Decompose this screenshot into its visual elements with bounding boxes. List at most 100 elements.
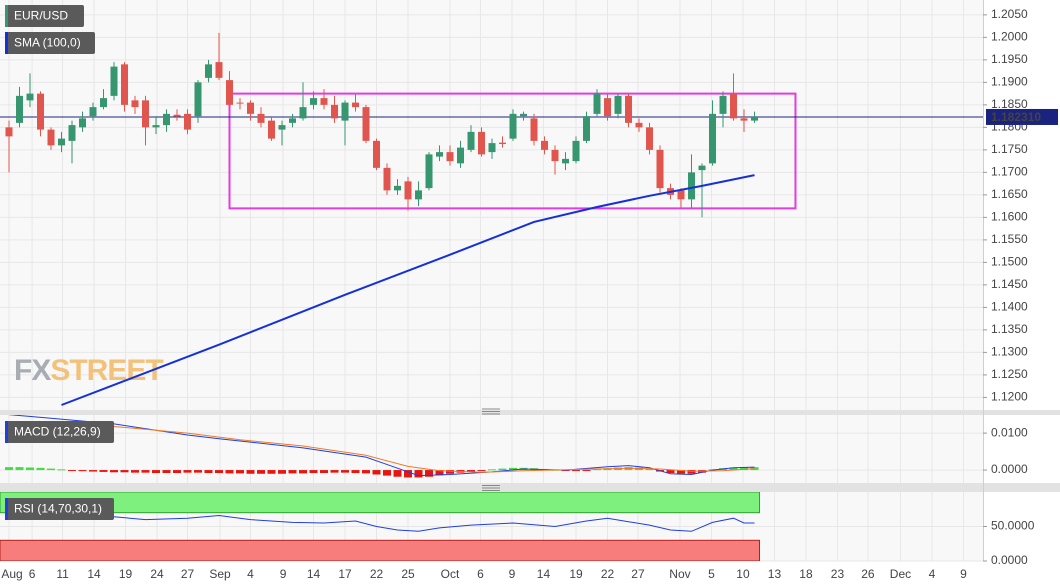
candle-body (68, 125, 76, 141)
histogram-bar (25, 467, 34, 471)
candle-body (268, 120, 276, 139)
candle-body (740, 118, 748, 121)
legend-swatch (5, 498, 8, 520)
legend-box[interactable] (5, 5, 84, 27)
x-tick-label: 27 (181, 567, 195, 581)
y-tick-label: 1.1700 (991, 165, 1028, 179)
resize-grip[interactable] (482, 485, 500, 491)
histogram-bar (299, 470, 308, 474)
legend-label: EUR/USD (14, 9, 68, 23)
histogram-bar (404, 470, 413, 478)
histogram-bar (215, 470, 224, 474)
y-tick-label: 1.2050 (991, 7, 1028, 21)
x-tick-label: 6 (477, 567, 484, 581)
candle-body (404, 181, 412, 200)
candle-body (236, 102, 244, 104)
candle-body (163, 113, 171, 126)
macd-line (8, 422, 755, 473)
legend-box[interactable] (5, 498, 114, 520)
candle-body (173, 114, 181, 117)
candle-body (698, 165, 706, 171)
candle-body (79, 118, 87, 128)
histogram-bar (362, 470, 371, 474)
macd-pane (0, 415, 983, 483)
rsi-zone (0, 539, 761, 561)
y-tick-label: 50.0000 (991, 519, 1035, 533)
histogram-bar (173, 470, 182, 474)
candle-body (509, 113, 517, 139)
candle-body (562, 158, 570, 164)
x-tick-label: Dec (890, 567, 911, 581)
histogram-bar (383, 470, 392, 476)
histogram-bar (351, 470, 360, 474)
candle-body (688, 172, 696, 200)
x-tick-label: 9 (280, 567, 287, 581)
y-tick-label: 1.1850 (991, 97, 1028, 111)
candle-body (709, 113, 717, 164)
candle-body (572, 140, 580, 162)
candle-body (604, 98, 612, 117)
histogram-bar (68, 470, 77, 472)
histogram-bar (89, 470, 98, 472)
y-tick-label: 1.1550 (991, 232, 1028, 246)
x-tick-label: 24 (150, 567, 164, 581)
y-tick-label: 0.0000 (991, 462, 1028, 476)
x-tick-label: 25 (401, 567, 415, 581)
candle-body (247, 102, 255, 114)
candle-body (488, 143, 496, 153)
last-price-label: 1.182310 (991, 110, 1041, 124)
histogram-bar (162, 470, 171, 474)
x-tick-label: Nov (669, 567, 690, 581)
resize-grip[interactable] (482, 408, 500, 415)
candle-body (730, 93, 738, 119)
candle-body (194, 82, 202, 117)
x-tick-label: 17 (338, 567, 352, 581)
candle-body (131, 100, 139, 108)
candle-body (467, 131, 475, 150)
histogram-bar (740, 467, 749, 471)
y-tick-label: 1.1250 (991, 367, 1028, 381)
x-tick-label: 14 (307, 567, 321, 581)
y-tick-label: 1.1200 (991, 390, 1028, 404)
y-tick-label: 1.2000 (991, 30, 1028, 44)
candle-body (551, 149, 559, 162)
candle-body (625, 95, 633, 123)
y-tick-label: 0.0000 (991, 553, 1028, 567)
legend-label: RSI (14,70,30,1) (14, 502, 102, 516)
x-tick-label: Sep (209, 567, 231, 581)
candle-body (394, 185, 402, 191)
histogram-bar (729, 467, 738, 471)
x-tick-label: 4 (247, 567, 254, 581)
histogram-bar (341, 470, 350, 473)
histogram-bar (204, 470, 213, 474)
histogram-bar (509, 467, 518, 471)
candle-body (341, 102, 349, 121)
candle-body (142, 100, 150, 128)
y-tick-label: 1.1950 (991, 52, 1028, 66)
legend-box[interactable] (5, 32, 95, 54)
candle-body (110, 66, 118, 96)
candle-body (5, 127, 13, 137)
y-tick-label: 1.1300 (991, 345, 1028, 359)
legend-label: SMA (100,0) (14, 36, 81, 50)
candle-body (121, 64, 129, 105)
price-marks (0, 32, 983, 406)
candle-body (478, 131, 486, 155)
x-tick-label: 23 (831, 567, 845, 581)
histogram-bar (15, 467, 24, 471)
candle-body (205, 64, 213, 78)
histogram-bar (46, 468, 55, 471)
x-tick-label: 13 (768, 567, 782, 581)
histogram-bar (99, 470, 108, 472)
histogram-bar (267, 470, 276, 474)
histogram-bar (330, 470, 339, 473)
x-tick-label: 9 (960, 567, 967, 581)
legend-swatch (5, 5, 8, 27)
histogram-bar (425, 470, 434, 477)
background-marks: FXSTREET (14, 92, 797, 387)
y-tick-label: 1.1650 (991, 187, 1028, 201)
legend-box[interactable] (5, 421, 114, 443)
range-rectangle (228, 92, 797, 210)
x-tick-label: 22 (370, 567, 384, 581)
y-tick-label: 1.1500 (991, 255, 1028, 269)
